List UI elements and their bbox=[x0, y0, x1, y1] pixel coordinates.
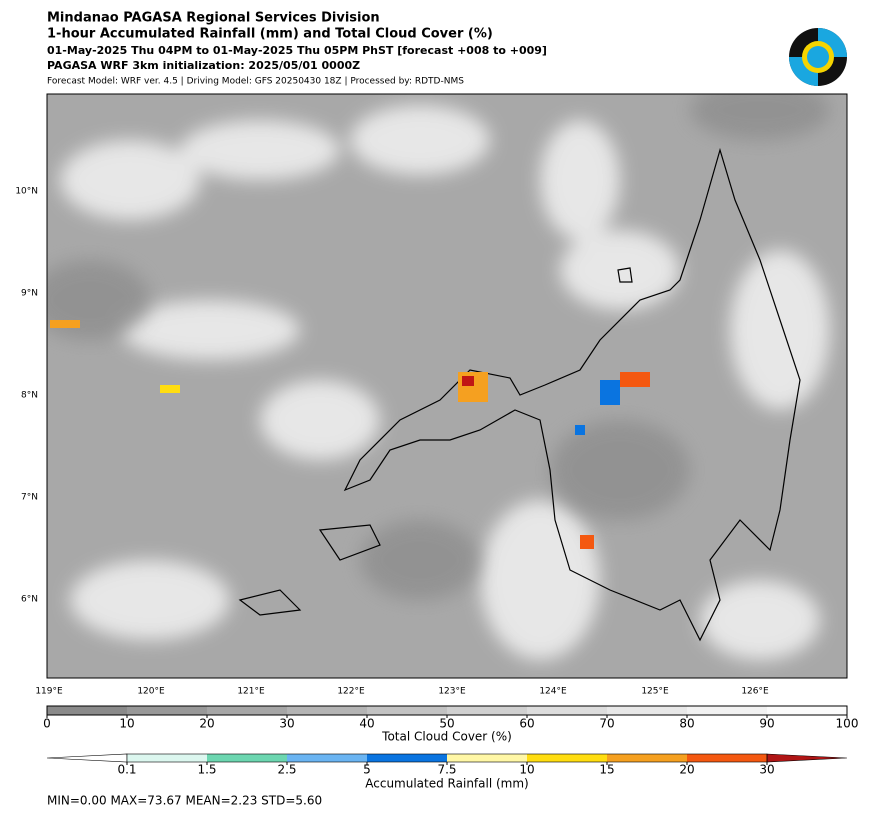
cloud-bin bbox=[367, 706, 447, 715]
lon-label: 121°E bbox=[237, 687, 265, 697]
tick-label: 20 bbox=[199, 717, 214, 731]
title: Mindanao PAGASA Regional Services Divisi… bbox=[47, 11, 380, 26]
tick-label: 100 bbox=[836, 717, 859, 731]
lon-label: 119°E bbox=[35, 687, 63, 697]
lon-label: 120°E bbox=[137, 687, 165, 697]
cloud-bin bbox=[287, 706, 367, 715]
cloud-bin bbox=[207, 706, 287, 715]
tick-label: 2.5 bbox=[277, 763, 296, 777]
lon-label: 124°E bbox=[539, 687, 567, 697]
lat-label: 10°N bbox=[15, 187, 38, 197]
title: 1-hour Accumulated Rainfall (mm) and Tot… bbox=[47, 27, 493, 42]
colorbar-label: Accumulated Rainfall (mm) bbox=[365, 777, 528, 791]
tick-label: 5 bbox=[363, 763, 371, 777]
tick-label: 10 bbox=[119, 717, 134, 731]
lat-label: 7°N bbox=[21, 493, 38, 503]
cloud-bin bbox=[447, 706, 527, 715]
tick-label: 0 bbox=[43, 717, 51, 731]
cloud-bin bbox=[47, 706, 127, 715]
cloud-bin bbox=[607, 706, 687, 715]
tick-label: 1.5 bbox=[197, 763, 216, 777]
tick-label: 30 bbox=[759, 763, 774, 777]
rain-bin bbox=[287, 754, 367, 762]
tick-label: 10 bbox=[519, 763, 534, 777]
tick-label: 70 bbox=[599, 717, 614, 731]
rain-bin bbox=[127, 754, 207, 762]
tick-label: 0.1 bbox=[117, 763, 136, 777]
tick-label: 20 bbox=[679, 763, 694, 777]
cloud-bin bbox=[687, 706, 767, 715]
lat-label: 6°N bbox=[21, 595, 38, 605]
logo bbox=[789, 28, 847, 86]
colorbar-label: Total Cloud Cover (%) bbox=[381, 730, 512, 744]
tick-label: 80 bbox=[679, 717, 694, 731]
lon-label: 123°E bbox=[438, 687, 466, 697]
tick-label: 60 bbox=[519, 717, 534, 731]
tick-label: 40 bbox=[359, 717, 374, 731]
rain-bin bbox=[46, 753, 128, 763]
rain-bin bbox=[207, 754, 287, 762]
cloud-bin bbox=[767, 706, 847, 715]
tick-label: 7.5 bbox=[437, 763, 456, 777]
subtitle: 01-May-2025 Thu 04PM to 01-May-2025 Thu … bbox=[47, 44, 547, 57]
lon-label: 122°E bbox=[337, 687, 365, 697]
credits: Forecast Model: WRF ver. 4.5 | Driving M… bbox=[47, 77, 464, 87]
tick-label: 15 bbox=[599, 763, 614, 777]
lat-label: 8°N bbox=[21, 391, 38, 401]
map-frame bbox=[46, 93, 848, 679]
subtitle: PAGASA WRF 3km initialization: 2025/05/0… bbox=[47, 59, 360, 72]
map bbox=[47, 94, 847, 678]
rain-cells bbox=[50, 320, 650, 549]
rain-bin bbox=[447, 754, 527, 762]
rain-bin bbox=[766, 753, 848, 763]
lat-label: 9°N bbox=[21, 289, 38, 299]
rain-bin bbox=[527, 754, 607, 762]
rain-bin bbox=[607, 754, 687, 762]
rain-bin bbox=[687, 754, 767, 762]
rain-bin bbox=[367, 754, 447, 762]
stats: MIN=0.00 MAX=73.67 MEAN=2.23 STD=5.60 bbox=[47, 794, 322, 808]
tick-label: 30 bbox=[279, 717, 294, 731]
tick-label: 50 bbox=[439, 717, 454, 731]
cloud-bin bbox=[527, 706, 607, 715]
cloud-bin bbox=[127, 706, 207, 715]
tick-label: 90 bbox=[759, 717, 774, 731]
lon-label: 125°E bbox=[641, 687, 669, 697]
coastline bbox=[238, 147, 801, 642]
lon-label: 126°E bbox=[741, 687, 769, 697]
